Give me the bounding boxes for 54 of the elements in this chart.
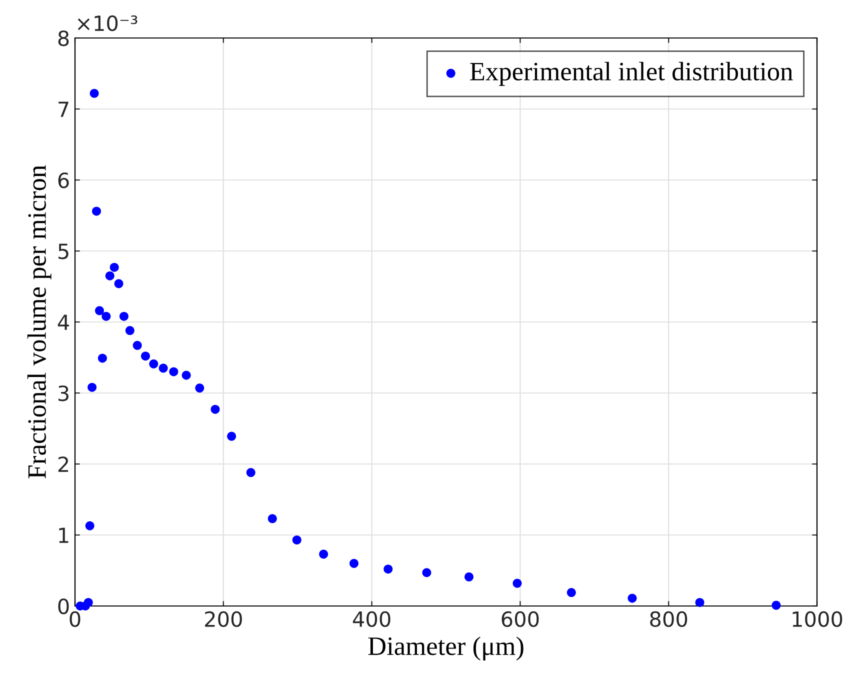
point <box>319 550 328 559</box>
point <box>195 384 204 393</box>
y-tick-label: 4 <box>58 314 69 330</box>
point <box>114 279 124 288</box>
text: ×10⁻³ <box>78 15 138 32</box>
point <box>182 370 191 380</box>
point <box>125 326 134 336</box>
x-tick-label: 200 <box>205 611 242 627</box>
point <box>140 352 150 361</box>
point <box>772 600 781 610</box>
point <box>384 564 393 574</box>
point <box>169 367 178 376</box>
point <box>90 88 99 98</box>
point <box>246 468 256 478</box>
point <box>464 572 474 582</box>
y-tick-label: 8 <box>58 30 69 46</box>
point <box>227 432 236 441</box>
point <box>268 514 277 524</box>
point <box>149 359 158 368</box>
point <box>158 364 168 373</box>
y-tick-label: 2 <box>58 456 68 472</box>
point <box>85 521 94 530</box>
x-tick-label: 600 <box>502 611 539 627</box>
point <box>98 354 107 363</box>
point <box>695 598 704 607</box>
x-tick-label: 1000 <box>792 611 842 627</box>
point <box>119 312 128 321</box>
point <box>84 598 93 607</box>
y-tick-label: 5 <box>58 244 68 260</box>
y-tick-label: 3 <box>58 385 68 402</box>
point <box>210 404 220 414</box>
point <box>88 382 97 392</box>
x-tick-label: 800 <box>650 611 688 627</box>
point <box>132 340 142 350</box>
point <box>628 594 637 603</box>
y-tick-label: 7 <box>58 102 68 117</box>
point <box>512 578 522 588</box>
x-tick-label: 0 <box>70 611 80 627</box>
point <box>349 558 358 568</box>
point <box>110 262 119 272</box>
y-tick-label: 6 <box>58 172 69 188</box>
y-axis-title: Fractional volume per micron <box>27 165 52 478</box>
point <box>105 271 114 280</box>
y-tick-label: 1 <box>59 528 68 543</box>
point <box>92 206 102 216</box>
point <box>566 588 576 598</box>
y-tick-label: 0 <box>58 598 69 614</box>
x-axis-title: Diameter (μm) <box>368 636 524 661</box>
x-tick-label: 400 <box>352 611 390 627</box>
point <box>292 535 302 544</box>
point <box>94 306 104 316</box>
point <box>422 568 432 578</box>
legend-label: Experimental inlet distribution <box>470 62 793 86</box>
point <box>102 312 111 321</box>
